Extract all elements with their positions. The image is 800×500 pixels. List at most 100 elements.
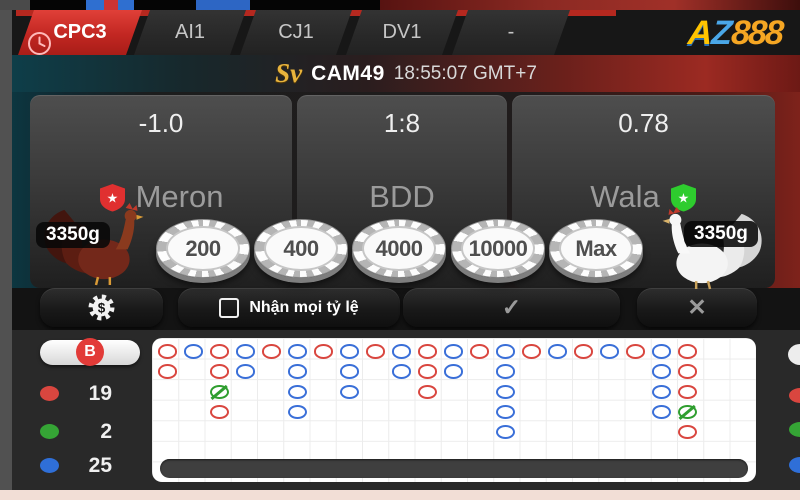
road-circle-blue [443,344,464,359]
edge-indicator-red [789,388,800,403]
road-circle-red [157,364,178,379]
chip-400[interactable]: 400 [254,219,348,278]
bdd-odds: 1:8 [383,108,421,138]
strip-block [86,0,104,10]
road-circle-blue [547,344,568,359]
strip-block [196,0,250,10]
road-circle-red [417,364,438,379]
edge-indicator-blue [789,457,800,473]
chip-max[interactable]: Max [549,219,643,278]
accept-all-odds-label: Nhận mọi tỷ lệ [249,298,359,316]
chip-4000[interactable]: 4000 [352,219,446,278]
stream-banner: Sv CAM49 18:55:07 GMT+7 [12,55,800,92]
road-grid [152,338,756,482]
stream-time: 18:55:07 GMT+7 [393,62,537,84]
road-circle-red [625,344,646,359]
road-circle-red [157,344,178,359]
tab--[interactable]: - [452,10,570,55]
wala-weight: 3350g [684,221,758,247]
road-circle-green [209,384,230,400]
bdd-label: BDD [369,179,435,214]
wala-rooster-image [662,206,762,290]
road-circle-red [469,344,490,359]
chip-label: 200 [166,226,240,271]
road-circle-blue [235,364,256,379]
road-circle-blue [287,384,308,399]
logo-letter-a: A [686,13,713,52]
accept-all-odds-toggle[interactable]: Nhận mọi tỷ lệ [178,288,400,327]
road-circle-red [365,344,386,359]
road-circle-red [677,364,698,379]
edge-indicator-green [789,422,800,437]
road-circle-red [521,344,542,359]
provider-logo: Sv [275,58,303,88]
draw-slash [210,384,228,400]
clock-icon [28,32,51,55]
road-circle-blue [495,344,516,359]
history-b-button[interactable]: B [40,338,140,366]
road-circle-blue [599,344,620,359]
road-circle-red [677,384,698,399]
left-rail [0,10,12,490]
wala-label: Wala [590,179,660,214]
tab-dv1[interactable]: DV1 [346,10,458,55]
draw-slash [678,404,696,420]
browser-content-strip [0,0,800,10]
meron-odds: -1.0 [138,108,184,138]
b-badge: B [76,338,104,366]
road-circle-blue [287,404,308,420]
chip-10000[interactable]: 10000 [451,219,545,278]
chip-label: Max [559,226,633,271]
road-scrollbar[interactable] [160,459,748,478]
road-circle-blue [651,364,672,379]
star-icon: ★ [106,190,118,205]
road-circle-red [417,344,438,359]
road-circle-red [417,384,438,399]
road-circle-blue [287,344,308,359]
channel-tabbar: CPC3 AI1 CJ1 DV1- A Z 888 [12,10,800,55]
road-circle-red [573,344,594,359]
road-circle-blue [287,364,308,379]
meron-weight: 3350g [36,222,110,248]
tab-ai1[interactable]: AI1 [134,10,246,55]
road-circle-blue [391,364,412,379]
cancel-button[interactable]: ✕ [637,288,757,327]
meron-count-dot [40,386,59,401]
road-circle-blue [651,404,672,420]
road-circle-blue [183,344,204,359]
road-circle-blue [495,424,516,440]
road-circle-blue [391,344,412,359]
tab-cj1[interactable]: CJ1 [240,10,352,55]
road-circle-red [209,404,230,420]
road-circle-blue [495,404,516,420]
page-background-strip [0,490,800,500]
close-icon: ✕ [687,294,707,320]
camera-label: CAM49 [311,61,385,85]
strip-block [104,0,118,10]
road-circle-blue [235,344,256,359]
checkbox-icon[interactable] [219,297,240,318]
draw-count: 2 [100,420,112,443]
logo-letter-z: Z [710,13,733,52]
dollar-glyph: $ [98,300,106,315]
road-circle-green [677,404,698,420]
road-circle-red [209,364,230,379]
meron-label: Meron [135,179,224,214]
road-circle-red [209,344,230,359]
road-circle-red [261,344,282,359]
road-circle-red [677,424,698,440]
logo-888: 888 [729,13,784,52]
road-circle-red [677,344,698,359]
brand-logo: A Z 888 [686,12,784,54]
edge-indicator-white [788,344,800,365]
strip-block [0,0,30,10]
meron-count: 19 [88,382,112,405]
road-circle-blue [651,384,672,399]
chip-label: 10000 [461,226,535,271]
chip-200[interactable]: 200 [156,219,250,278]
road-circle-blue [339,384,360,399]
confirm-button[interactable]: ✓ [403,288,620,327]
road-circle-blue [495,384,516,399]
balance-button[interactable]: $ [40,288,163,327]
